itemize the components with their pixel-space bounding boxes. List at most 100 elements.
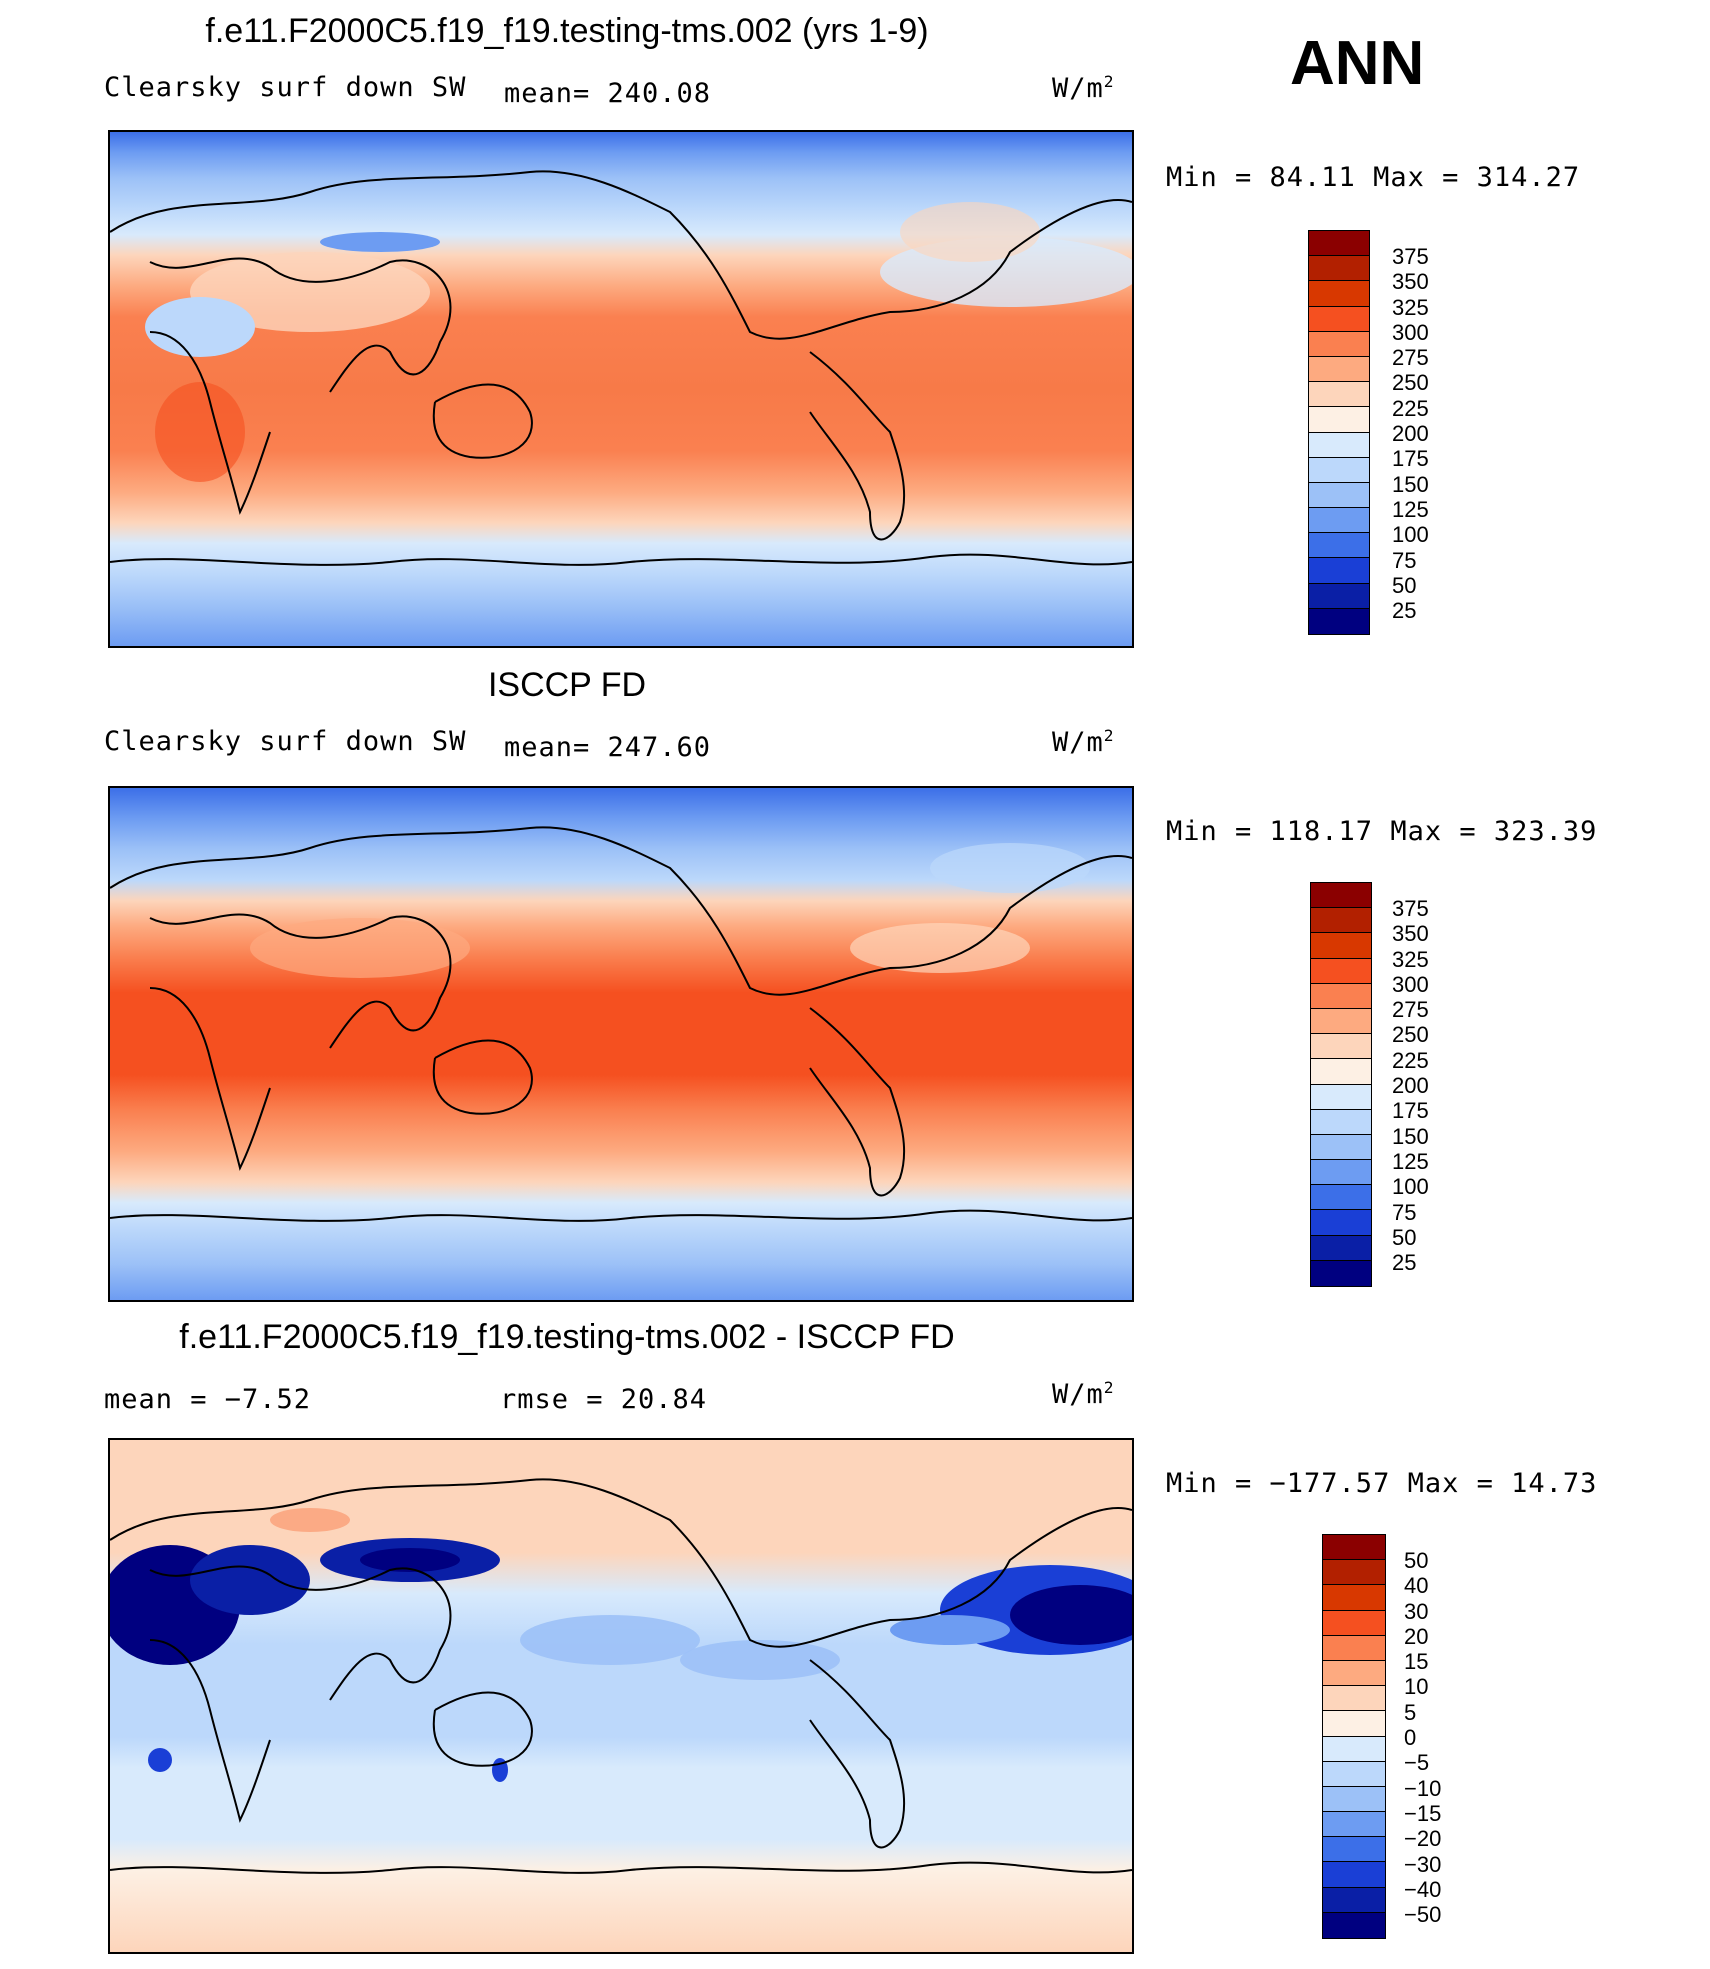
colorbar-segment [1309,432,1369,458]
panel2-variable: Clearsky surf down SW [104,726,467,757]
colorbar-tick-label: 25 [1392,1250,1417,1276]
panel1-mean: mean= 240.08 [504,78,712,109]
colorbar-tick-label: 175 [1392,446,1429,472]
colorbar-segment [1323,1560,1385,1586]
colorbar-segment [1311,883,1371,909]
panel2-units: W/m2 [1052,726,1115,758]
panel1-minmax: Min = 84.11 Max = 314.27 [1166,162,1581,193]
colorbar-tick-label: 25 [1392,598,1417,624]
colorbar-segment [1323,1736,1385,1762]
panel2-coastlines [110,826,1132,1222]
colorbar-segment [1311,1260,1371,1286]
colorbar-tick-label: 50 [1404,1548,1429,1573]
panel3-minmax: Min = −177.57 Max = 14.73 [1166,1468,1598,1499]
panel1-variable: Clearsky surf down SW [104,72,467,103]
colorbar-segment [1311,958,1371,984]
colorbar-segment [1309,382,1369,408]
colorbar-tick-label: −50 [1404,1902,1442,1928]
colorbar-segment [1309,356,1369,383]
colorbar-tick-label: 225 [1392,1047,1429,1073]
colorbar-tick-label: 75 [1392,547,1417,573]
colorbar-tick-label: 15 [1404,1649,1429,1675]
colorbar-segment [1323,1887,1385,1913]
colorbar-segment [1309,331,1369,357]
colorbar-tick-label: 375 [1392,244,1429,269]
colorbar-segment [1311,1235,1371,1261]
colorbar-tick-label: 10 [1404,1674,1429,1700]
panel3-title: f.e11.F2000C5.f19_f19.testing-tms.002 - … [179,1318,955,1356]
colorbar-segment [1323,1585,1385,1611]
colorbar-segment [1309,558,1369,584]
panel3-colorbar-ticks: 50 40 30 20 15 10 5 0 −5 −10 −15 −20 −30 −40 −50 [1404,1548,1441,1927]
panel1-map-svg [110,132,1132,646]
colorbar-tick-label: 225 [1392,395,1429,421]
panel2-title: ISCCP FD [487,666,647,704]
colorbar-segment [1323,1711,1385,1737]
colorbar-tick-label: 325 [1392,294,1429,320]
colorbar-segment [1311,1160,1371,1186]
colorbar-tick-label: 200 [1392,421,1429,447]
colorbar-tick-label: 325 [1392,946,1429,972]
colorbar-tick-label: 275 [1392,345,1429,371]
colorbar-tick-label: 250 [1392,1022,1429,1048]
colorbar-tick-label: −15 [1404,1800,1442,1826]
colorbar-segment [1323,1761,1385,1787]
colorbar-segment [1309,306,1369,332]
colorbar-tick-label: −20 [1404,1826,1442,1852]
colorbar-tick-label: 175 [1392,1098,1429,1124]
colorbar-tick-label: 125 [1392,496,1429,522]
colorbar-segment [1309,231,1369,257]
colorbar-segment [1309,256,1369,282]
colorbar-tick-label: 300 [1392,971,1429,997]
colorbar-tick-label: 5 [1404,1699,1417,1725]
colorbar-segment [1311,1059,1371,1085]
colorbar-segment [1323,1812,1385,1838]
colorbar-tick-label: −5 [1404,1750,1430,1776]
colorbar-tick-label: −30 [1404,1851,1442,1877]
panel3-map [108,1438,1134,1954]
colorbar-segment [1309,608,1369,634]
colorbar-tick-label: −40 [1404,1876,1442,1902]
colorbar-tick-label: 350 [1392,921,1429,947]
colorbar-segment [1323,1862,1385,1888]
colorbar-segment [1309,508,1369,534]
panel3-coastlines [110,1478,1132,1874]
panel3-rmse: rmse = 20.84 [500,1384,708,1415]
panel2-map [108,786,1134,1302]
panel1-coastlines [110,170,1132,566]
colorbar-segment [1309,482,1369,509]
panel2-colorbar-ticks: 375 350 325 300 275 250 225 200 175 150 125 100 75 50… [1392,896,1429,1275]
colorbar-tick-label: 100 [1392,1174,1429,1200]
panel3-map-svg [110,1440,1132,1952]
colorbar-segment [1311,983,1371,1009]
colorbar-tick-label: 250 [1392,370,1429,396]
colorbar-tick-label: 40 [1404,1573,1429,1599]
colorbar-segment [1323,1786,1385,1813]
colorbar-segment [1311,1084,1371,1110]
colorbar-segment [1311,1109,1371,1135]
colorbar-segment [1311,1134,1371,1161]
colorbar-segment [1311,933,1371,959]
panel3-units: W/m2 [1052,1378,1115,1410]
colorbar-tick-label: 50 [1392,572,1417,598]
colorbar-segment [1309,457,1369,483]
panel1-map [108,130,1134,648]
colorbar-segment [1323,1535,1385,1561]
colorbar-tick-label: 150 [1392,471,1429,497]
colorbar-tick-label: 375 [1392,896,1429,921]
colorbar-tick-label: 20 [1404,1623,1429,1649]
colorbar-segment [1309,281,1369,307]
colorbar-segment [1311,1185,1371,1211]
colorbar-segment [1311,1034,1371,1060]
colorbar-tick-label: 75 [1392,1199,1417,1225]
colorbar-segment [1309,407,1369,433]
colorbar-tick-label: 100 [1392,522,1429,548]
colorbar-segment [1311,1008,1371,1035]
panel1-colorbar-ticks: 375 350 325 300 275 250 225 200 175 150 125 100 75 50… [1392,244,1429,623]
panel1-units: W/m2 [1052,72,1115,104]
colorbar-tick-label: 0 [1404,1725,1417,1751]
panel1-title: f.e11.F2000C5.f19_f19.testing-tms.002 (y… [205,12,929,50]
panel2-mean: mean= 247.60 [504,732,712,763]
panel3-mean: mean = −7.52 [104,1384,312,1415]
colorbar-tick-label: 300 [1392,319,1429,345]
